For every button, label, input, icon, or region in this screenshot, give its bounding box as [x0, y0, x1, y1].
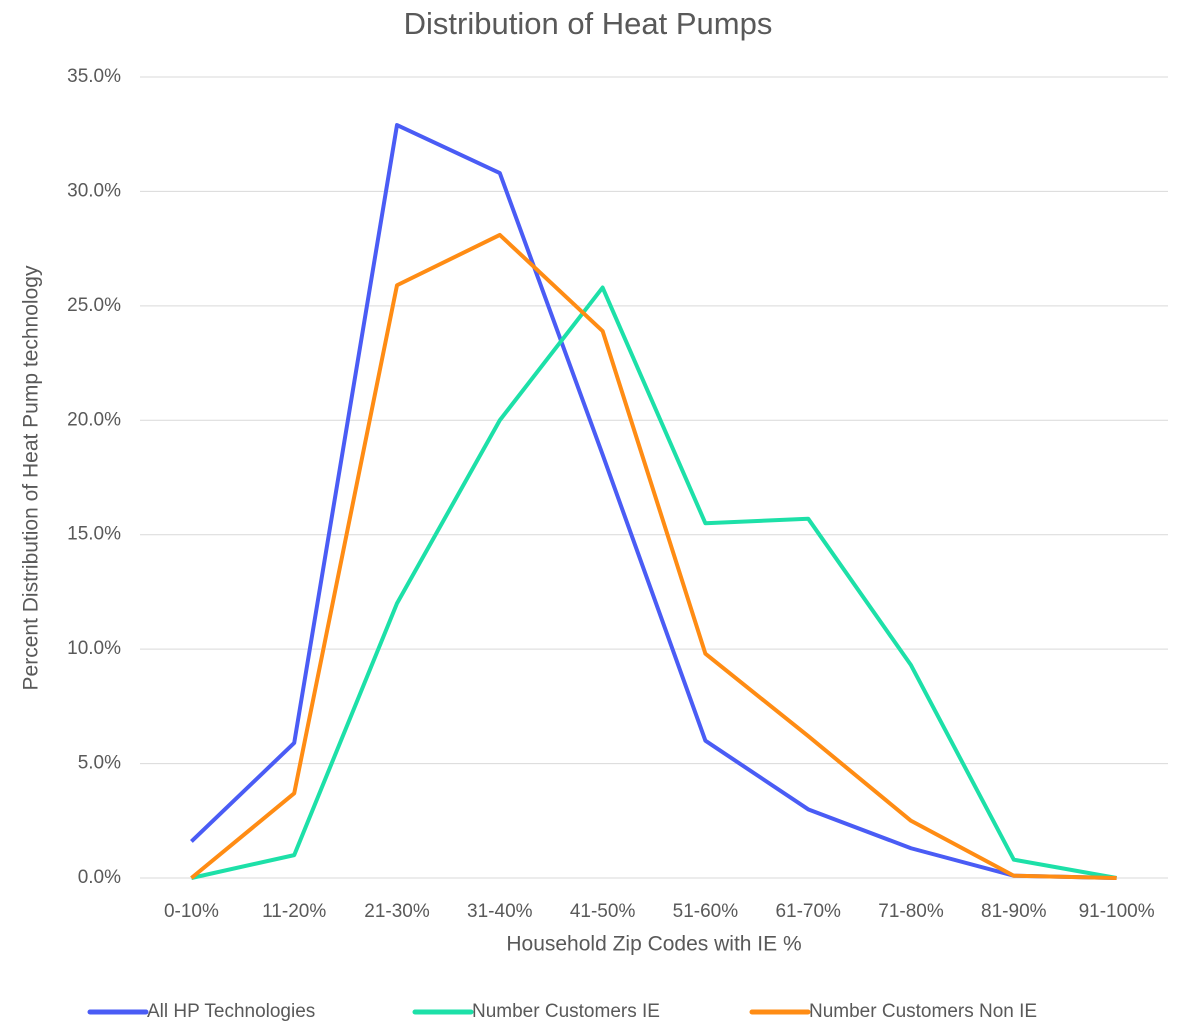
- y-tick-label: 30.0%: [67, 180, 121, 201]
- y-tick-label: 0.0%: [78, 867, 121, 888]
- y-tick-label: 35.0%: [67, 66, 121, 87]
- chart-title: Distribution of Heat Pumps: [404, 6, 773, 41]
- x-tick-label: 51-60%: [673, 901, 739, 922]
- x-tick-label: 0-10%: [164, 901, 219, 922]
- x-tick-label: 81-90%: [981, 901, 1047, 922]
- line-series: [190, 123, 1117, 880]
- y-tick-label: 20.0%: [67, 409, 121, 430]
- y-axis-label: Percent Distribution of Heat Pump techno…: [20, 265, 43, 690]
- y-tick-label: 5.0%: [78, 753, 121, 774]
- line-series: [190, 285, 1117, 880]
- x-tick-label: 21-30%: [364, 901, 430, 922]
- legend-label: All HP Technologies: [147, 1001, 315, 1022]
- x-tick-label: 11-20%: [262, 901, 326, 922]
- x-tick-label: 61-70%: [775, 901, 841, 922]
- legend-label: Number Customers Non IE: [809, 1001, 1037, 1022]
- line-series: [190, 232, 1117, 880]
- x-tick-label: 41-50%: [570, 901, 636, 922]
- legend-label: Number Customers IE: [472, 1001, 660, 1022]
- x-axis-label: Household Zip Codes with IE %: [506, 933, 801, 956]
- y-tick-label: 10.0%: [67, 638, 121, 659]
- x-tick-label: 71-80%: [878, 901, 944, 922]
- y-tick-label: 25.0%: [67, 295, 121, 316]
- y-tick-label: 15.0%: [67, 524, 121, 545]
- x-tick-label: 31-40%: [467, 901, 533, 922]
- x-tick-label: 91-100%: [1079, 901, 1155, 922]
